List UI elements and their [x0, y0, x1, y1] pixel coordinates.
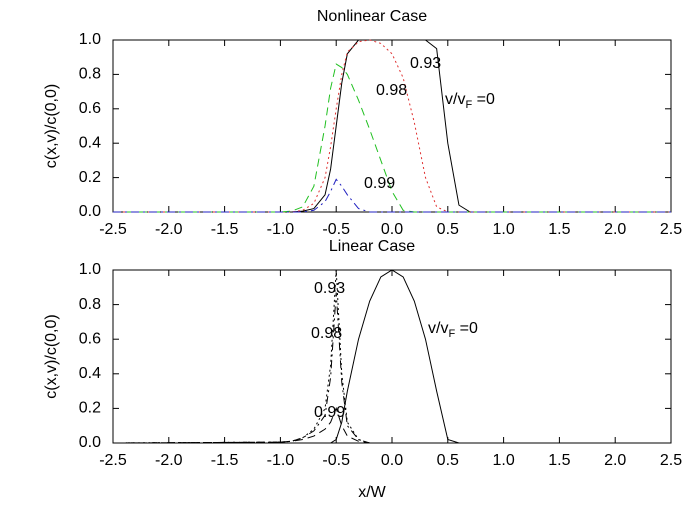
- y-tick-label: 0.2: [79, 400, 101, 417]
- series-label-name: 0.98: [311, 325, 342, 342]
- x-tick-label: 2.0: [604, 221, 626, 238]
- series-label: 0.93: [410, 55, 441, 72]
- x-tick-label: 2.0: [604, 452, 626, 469]
- data-line: [112, 406, 671, 444]
- x-tick-label: 1.5: [548, 221, 570, 238]
- x-tick-label: 0.5: [437, 221, 459, 238]
- chart-title: Nonlinear Case: [317, 8, 427, 25]
- x-tick-label: -2.5: [99, 221, 127, 238]
- series-label-name: v/v: [445, 91, 465, 108]
- data-line: [113, 39, 671, 213]
- x-tick-label: -1.5: [211, 221, 239, 238]
- y-tick-label: 1.0: [79, 31, 101, 48]
- x-tick-label: 2.5: [660, 452, 682, 469]
- y-tick-label: 0.2: [79, 169, 101, 186]
- y-tick-label: 1.0: [79, 261, 101, 278]
- data-line: [113, 39, 671, 213]
- y-tick-label: 0.8: [79, 66, 101, 83]
- x-tick-label: -2.5: [99, 452, 127, 469]
- data-line: [112, 292, 671, 444]
- series-label: v/vF =0: [428, 320, 478, 340]
- series-label: 0.93: [314, 280, 345, 297]
- y-tick-label: 0.8: [79, 296, 101, 313]
- x-tick-label: 2.5: [660, 221, 682, 238]
- series-label-subscript: F: [448, 328, 455, 340]
- y-tick-label: 0.0: [79, 434, 101, 451]
- series-label-name: 0.98: [376, 82, 407, 99]
- x-tick-label: 0.0: [381, 452, 403, 469]
- x-tick-label: -0.5: [322, 221, 350, 238]
- x-tick-label: -1.0: [267, 221, 295, 238]
- x-tick-label: 0.0: [381, 221, 403, 238]
- series-label-name: v/v: [428, 320, 448, 337]
- x-tick-label: 0.5: [437, 452, 459, 469]
- x-tick-label: 1.0: [492, 221, 514, 238]
- series-label-name: 0.99: [364, 175, 395, 192]
- x-tick-label: -2.0: [155, 221, 183, 238]
- series-label-suffix: =0: [472, 91, 495, 108]
- series-label-name: 0.93: [314, 280, 345, 297]
- series-label-suffix: =0: [455, 320, 478, 337]
- x-tick-label: -2.0: [155, 452, 183, 469]
- plot-frame: [112, 269, 672, 444]
- x-tick-label: -1.0: [267, 452, 295, 469]
- y-tick-label: 0.0: [79, 203, 101, 220]
- x-tick-label: 1.5: [548, 452, 570, 469]
- y-tick-label: 0.4: [79, 365, 101, 382]
- y-tick-label: 0.6: [79, 330, 101, 347]
- x-tick-label: 1.0: [492, 452, 514, 469]
- series-label-subscript: F: [465, 99, 472, 111]
- data-line: [112, 269, 671, 444]
- x-tick-label: -1.5: [211, 452, 239, 469]
- series-label: 0.99: [364, 175, 395, 192]
- x-tick-label: -0.5: [322, 452, 350, 469]
- data-line: [113, 178, 671, 213]
- y-axis-label: c(x,v)/c(0,0): [43, 314, 60, 398]
- data-line: [113, 269, 671, 444]
- y-tick-label: 0.4: [79, 134, 101, 151]
- y-tick-label: 0.6: [79, 100, 101, 117]
- series-label: 0.99: [314, 404, 345, 421]
- x-axis-label: x/W: [358, 484, 386, 501]
- series-label-name: 0.99: [314, 404, 345, 421]
- y-axis-label: c(x,v)/c(0,0): [43, 84, 60, 168]
- series-label: 0.98: [376, 82, 407, 99]
- series-label-name: 0.93: [410, 55, 441, 72]
- series-label: 0.98: [311, 325, 342, 342]
- series-label: v/vF =0: [445, 91, 495, 111]
- chart-title: Linear Case: [329, 238, 415, 255]
